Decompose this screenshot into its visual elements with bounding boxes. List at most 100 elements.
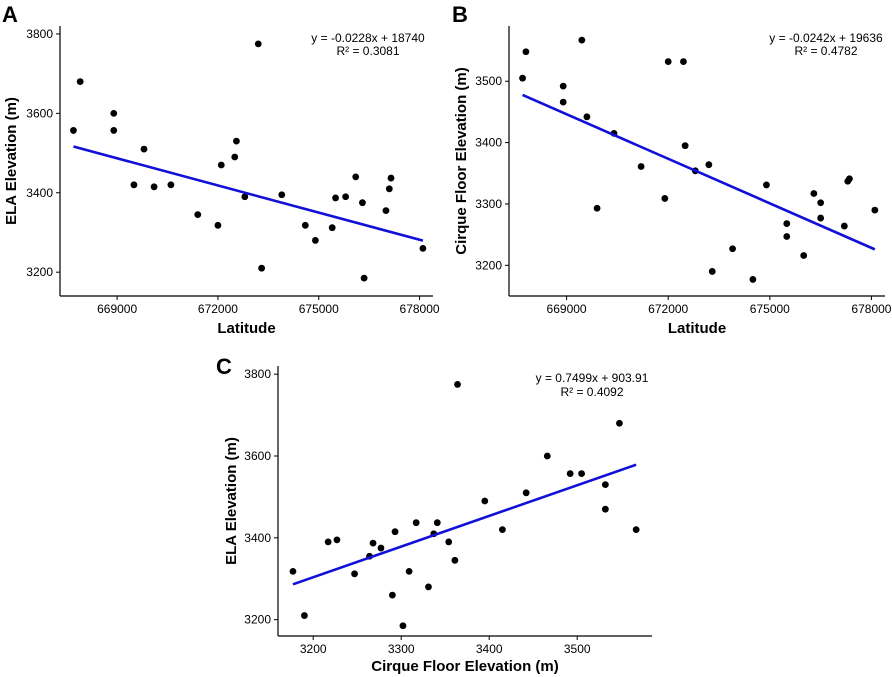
y-tick-label: 3600 — [26, 106, 53, 120]
data-point — [150, 183, 158, 191]
data-point — [231, 153, 239, 161]
data-point — [522, 48, 530, 56]
data-point — [214, 221, 222, 229]
data-point — [800, 252, 808, 259]
data-point — [817, 199, 825, 207]
x-tick-label: 672000 — [648, 302, 688, 316]
data-point — [382, 207, 390, 215]
y-tick-label: 3400 — [475, 136, 502, 150]
data-point — [110, 109, 118, 117]
equation-label: y = -0.0228x + 18740 — [311, 31, 425, 45]
data-point — [405, 567, 413, 575]
data-point — [519, 74, 526, 82]
data-point — [817, 214, 825, 222]
data-point — [369, 539, 377, 547]
data-point — [783, 220, 791, 227]
data-point — [352, 173, 360, 181]
data-point — [419, 244, 427, 252]
data-point — [632, 526, 640, 534]
data-point — [578, 470, 585, 477]
x-tick-label: 669000 — [547, 302, 587, 316]
data-point — [342, 193, 350, 201]
y-tick-label: 3300 — [475, 197, 502, 211]
regression-line — [73, 145, 424, 242]
x-axis-title: Latitude — [217, 320, 275, 337]
data-point — [543, 452, 551, 460]
y-tick-label: 3500 — [475, 74, 502, 88]
r-squared-label: R² = 0.4782 — [794, 44, 857, 58]
x-tick-label: 678000 — [851, 302, 891, 316]
data-point — [360, 274, 368, 282]
data-point — [311, 237, 319, 244]
y-axis-title: ELA Elevation (m) — [3, 97, 20, 225]
data-point — [846, 175, 853, 183]
x-axis-title: Cirque Floor Elevation (m) — [371, 658, 559, 675]
data-point — [399, 622, 407, 630]
regression-line — [292, 463, 637, 586]
data-point — [254, 40, 262, 48]
data-point — [664, 58, 672, 65]
data-point — [130, 181, 138, 189]
data-point — [705, 161, 713, 169]
data-point — [194, 211, 202, 219]
x-tick-label: 675000 — [750, 302, 790, 316]
data-point — [377, 544, 385, 552]
x-axis-title: Latitude — [668, 320, 726, 337]
r-squared-label: R² = 0.3081 — [336, 44, 399, 58]
y-tick-label: 3600 — [244, 449, 271, 463]
panel-label: B — [452, 2, 468, 27]
data-point — [583, 113, 591, 121]
data-point — [217, 161, 225, 169]
data-point — [387, 174, 395, 182]
data-point — [385, 185, 393, 193]
data-point — [412, 519, 420, 527]
data-point — [729, 245, 736, 253]
data-point — [359, 199, 366, 207]
data-point — [708, 268, 716, 275]
data-point — [278, 191, 286, 199]
data-point — [559, 98, 567, 106]
data-point — [351, 570, 358, 578]
y-tick-label: 3800 — [26, 27, 53, 41]
data-point — [616, 419, 623, 427]
y-tick-label: 3800 — [244, 367, 271, 381]
data-point — [110, 127, 118, 134]
y-tick-label: 3200 — [475, 258, 502, 272]
data-point — [578, 36, 586, 44]
data-point — [810, 190, 818, 197]
panel-label: A — [2, 2, 18, 27]
equation-label: y = -0.0242x + 19636 — [769, 31, 883, 45]
data-point — [258, 264, 266, 272]
data-point — [871, 206, 879, 214]
r-squared-label: R² = 0.4092 — [560, 385, 623, 399]
data-point — [301, 221, 309, 229]
data-point — [481, 497, 489, 505]
data-point — [333, 536, 341, 544]
data-point — [425, 583, 432, 591]
data-point — [289, 567, 297, 575]
x-tick-label: 3400 — [476, 642, 503, 656]
panel-b: B 3200 3300 3400 3500 669000 672000 675000 67800… — [452, 2, 892, 337]
data-point — [445, 538, 453, 546]
y-tick-label: 3200 — [244, 613, 271, 627]
x-tick-label: 675000 — [299, 302, 339, 316]
panel-c: C 3200 3400 3600 3800 3200 3300 3400 3500 Cirque … — [216, 354, 652, 675]
data-point — [593, 204, 601, 212]
data-point — [559, 82, 567, 90]
y-tick-label: 3400 — [244, 531, 271, 545]
x-tick-label: 672000 — [198, 302, 238, 316]
panel-label: C — [216, 354, 232, 379]
x-tick-label: 3500 — [564, 642, 591, 656]
data-point — [454, 381, 461, 388]
data-point — [433, 519, 441, 527]
data-point — [522, 489, 530, 497]
y-axis-title: ELA Elevation (m) — [223, 437, 240, 565]
data-point — [391, 528, 399, 536]
x-tick-label: 678000 — [400, 302, 440, 316]
y-tick-label: 3200 — [26, 265, 53, 279]
data-point — [601, 505, 609, 513]
y-axis-title: Cirque Floor Elevation (m) — [453, 67, 470, 255]
data-point — [389, 591, 396, 599]
data-point — [601, 481, 609, 489]
